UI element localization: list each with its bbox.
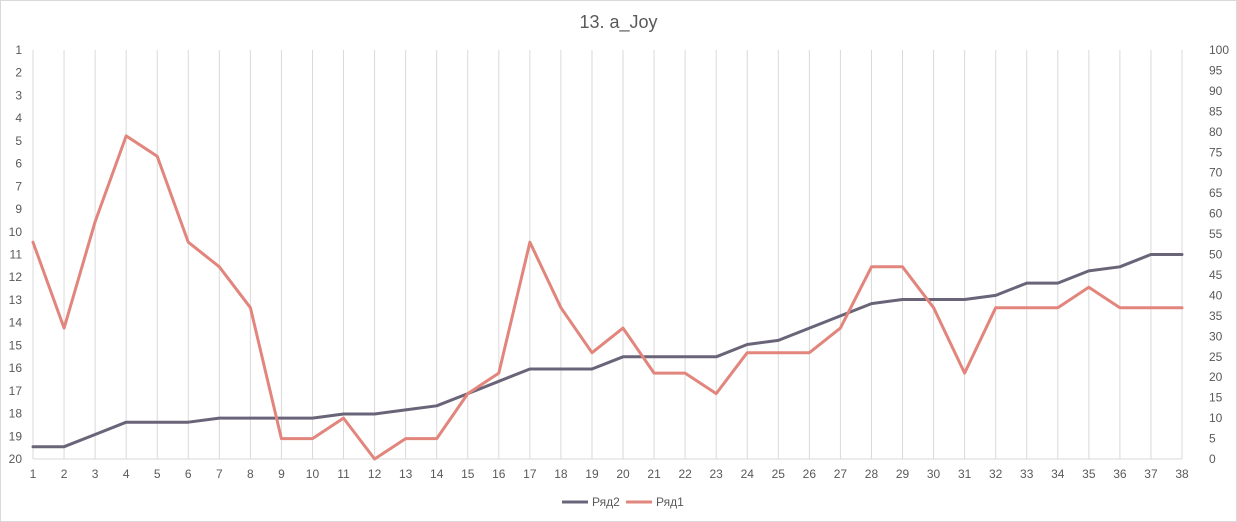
x-tick-label: 26: [803, 467, 817, 481]
y-left-tick-label: 17: [9, 384, 23, 398]
y-right-tick-label: 5: [1209, 432, 1216, 446]
x-tick-label: 3: [92, 467, 99, 481]
x-tick-label: 33: [1020, 467, 1034, 481]
x-tick-label: 21: [647, 467, 661, 481]
x-tick-label: 37: [1144, 467, 1158, 481]
y-left-tick-label: 14: [9, 316, 23, 330]
y-right-tick-label: 90: [1209, 84, 1223, 98]
y-left-tick-label: 2: [15, 66, 22, 80]
y-right-tick-label: 80: [1209, 125, 1223, 139]
y-right-tick-label: 40: [1209, 288, 1223, 302]
x-tick-label: 16: [492, 467, 506, 481]
y-right-tick-label: 55: [1209, 227, 1223, 241]
x-tick-label: 6: [185, 467, 192, 481]
legend: Ряд2 Ряд1: [562, 495, 684, 509]
y-right-tick-label: 10: [1209, 411, 1223, 425]
y-right-tick-label: 35: [1209, 309, 1223, 323]
y-right-tick-label: 0: [1209, 452, 1216, 466]
x-tick-label: 2: [61, 467, 68, 481]
y-left-tick-label: 7: [15, 179, 22, 193]
y-left-tick-label: 11: [10, 248, 23, 262]
y-right-tick-label: 60: [1209, 207, 1223, 221]
x-tick-label: 34: [1051, 467, 1065, 481]
y-right-tick-label: 70: [1209, 166, 1223, 180]
y-right-tick-label: 15: [1209, 391, 1223, 405]
y-right-tick-label: 25: [1209, 350, 1223, 364]
x-tick-label: 10: [306, 467, 320, 481]
y-right-tick-label: 85: [1209, 104, 1223, 118]
y-right-tick-label: 95: [1209, 63, 1223, 77]
x-tick-label: 14: [430, 467, 444, 481]
y-left-tick-label: 13: [9, 293, 23, 307]
y-left-tick-label: 12: [9, 270, 23, 284]
x-tick-label: 36: [1113, 467, 1127, 481]
gridlines: [32, 50, 1183, 459]
y-left-tick-label: 20: [9, 452, 23, 466]
y-right-tick-label: 45: [1209, 268, 1223, 282]
x-tick-label: 31: [958, 467, 972, 481]
series-line-1: [31, 253, 1184, 449]
y-left-tick-label: 16: [9, 361, 23, 375]
y-left-tick-label: 18: [9, 407, 23, 421]
x-tick-label: 15: [461, 467, 475, 481]
x-tick-label: 32: [989, 467, 1003, 481]
chart-title: 13. a_Joy: [579, 12, 658, 32]
x-tick-label: 38: [1175, 467, 1189, 481]
x-tick-label: 8: [247, 467, 254, 481]
y-left-tick-label: 1: [15, 43, 22, 57]
x-tick-label: 1: [30, 467, 37, 481]
x-tick-label: 20: [616, 467, 630, 481]
x-tick-label: 28: [865, 467, 879, 481]
y-left-tick-label: 10: [9, 225, 23, 239]
x-tick-label: 9: [278, 467, 285, 481]
x-tick-label: 18: [554, 467, 568, 481]
x-tick-label: 17: [523, 467, 537, 481]
y-left-tick-label: 19: [9, 429, 23, 443]
y-left-tick-label: 3: [15, 88, 22, 102]
x-tick-label: 25: [772, 467, 786, 481]
legend-label: Ряд1: [656, 495, 684, 509]
y-left-tick-label: 15: [9, 338, 23, 352]
y-right-tick-label: 65: [1209, 186, 1223, 200]
x-tick-label: 24: [741, 467, 755, 481]
x-tick-label: 35: [1082, 467, 1096, 481]
x-tick-label: 12: [368, 467, 382, 481]
y-left-tick-label: 4: [15, 111, 22, 125]
x-tick-label: 13: [399, 467, 413, 481]
series-line-2: [31, 134, 1184, 461]
x-tick-label: 27: [834, 467, 848, 481]
y-left-tick-label: 6: [15, 157, 22, 171]
x-tick-label: 11: [337, 467, 350, 481]
legend-label: Ряд2: [592, 495, 620, 509]
y-right-tick-label: 100: [1209, 43, 1229, 57]
x-tick-label: 23: [710, 467, 724, 481]
x-tick-label: 30: [927, 467, 941, 481]
series-lines: [31, 134, 1184, 461]
x-tick-label: 29: [896, 467, 910, 481]
y-right-tick-label: 50: [1209, 248, 1223, 262]
axes: 1 2 3 4 5 6 7 8 9 10 11 12 13 14 15 16 17 18 19 20 21 22 23 24 2…: [9, 43, 1230, 481]
y-left-tick-label: 9: [15, 202, 22, 216]
y-right-tick-label: 75: [1209, 145, 1223, 159]
x-tick-label: 4: [123, 467, 130, 481]
y-left-tick-label: 5: [15, 134, 22, 148]
x-tick-label: 19: [585, 467, 599, 481]
y-right-tick-label: 20: [1209, 370, 1223, 384]
x-tick-label: 7: [216, 467, 223, 481]
x-tick-label: 5: [154, 467, 161, 481]
y-right-tick-label: 30: [1209, 329, 1223, 343]
x-tick-label: 22: [678, 467, 692, 481]
